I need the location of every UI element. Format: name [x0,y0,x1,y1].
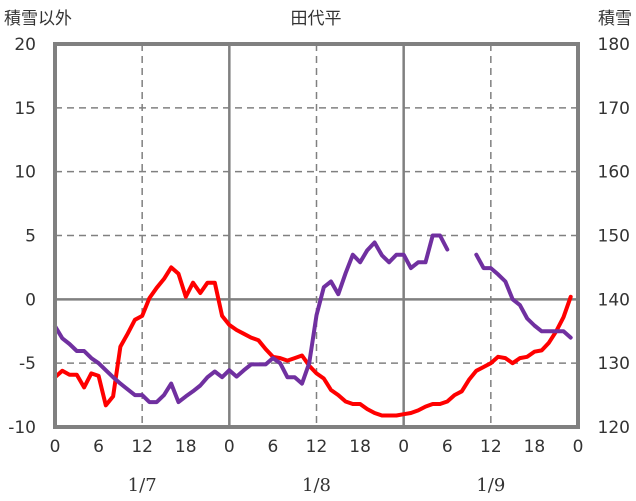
date-label: 1/9 [476,475,505,496]
y-right-tick-label: 180 [598,35,630,55]
y-left-tick-label: 20 [14,35,36,55]
x-tick-label: 6 [268,437,279,457]
x-tick-label: 12 [306,437,328,457]
y-right-tick-label: 160 [598,163,630,183]
y-left-tick-label: 10 [14,163,36,183]
series-line-other [53,265,573,418]
y-right-tick-label: 120 [598,418,630,438]
x-tick-label: 0 [224,437,235,457]
y-left-tick-label: -10 [8,418,36,438]
x-tick-label: 6 [442,437,453,457]
y-right-tick-label: 140 [598,290,630,310]
plot-frame [53,42,580,429]
chart-title: 田代平 [291,9,342,29]
y-left-tick-label: -5 [19,354,36,374]
x-tick-label: 0 [398,437,409,457]
right-axis-title: 積雪 [598,9,632,29]
x-tick-label: 18 [524,437,546,457]
x-tick-label: 18 [349,437,371,457]
x-tick-label: 6 [93,437,104,457]
gridlines [55,44,578,427]
x-tick-label: 12 [131,437,153,457]
series-line-snow [53,233,573,405]
y-left-tick-label: 5 [25,227,36,247]
x-tick-label: 18 [175,437,197,457]
y-right-tick-label: 170 [598,99,630,119]
y-left-tick-label: 0 [25,290,36,310]
y-right-tick-label: 130 [598,354,630,374]
y-left-tick-label: 15 [14,99,36,119]
date-label: 1/8 [302,475,331,496]
x-tick-label: 12 [480,437,502,457]
series-lines [53,233,573,418]
x-tick-label: 0 [573,437,584,457]
y-right-tick-label: 150 [598,227,630,247]
x-tick-label: 0 [50,437,61,457]
date-label: 1/7 [128,475,157,496]
left-axis-title: 積雪以外 [4,9,72,29]
